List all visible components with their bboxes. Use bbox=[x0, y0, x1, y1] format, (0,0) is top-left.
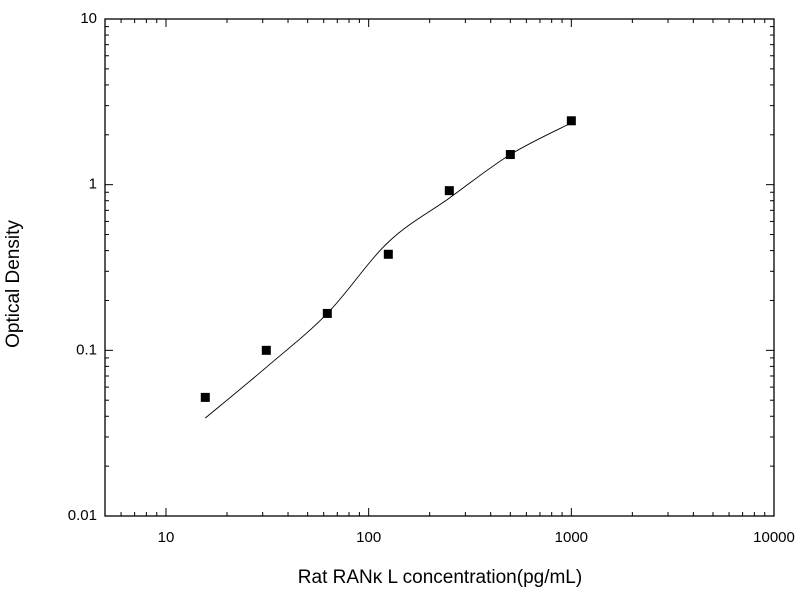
y-tick-label: 0.1 bbox=[76, 341, 97, 358]
data-point bbox=[566, 116, 576, 126]
data-point bbox=[200, 392, 210, 402]
y-tick-label: 10 bbox=[80, 10, 97, 27]
data-point bbox=[444, 186, 454, 196]
data-point bbox=[383, 249, 393, 259]
x-tick-label: 10000 bbox=[753, 529, 795, 546]
x-tick-label: 100 bbox=[356, 529, 381, 546]
y-tick-label: 1 bbox=[89, 176, 97, 193]
x-axis-label: Rat RANκ L concentration(pg/mL) bbox=[298, 567, 582, 588]
y-tick-label: 0.01 bbox=[68, 507, 97, 524]
fit-curve bbox=[205, 122, 572, 419]
data-point bbox=[261, 345, 271, 355]
plot-frame bbox=[104, 18, 775, 517]
y-axis-label: Optical Density bbox=[3, 220, 24, 348]
x-tick-label: 1000 bbox=[555, 529, 588, 546]
x-tick-label: 10 bbox=[158, 529, 175, 546]
